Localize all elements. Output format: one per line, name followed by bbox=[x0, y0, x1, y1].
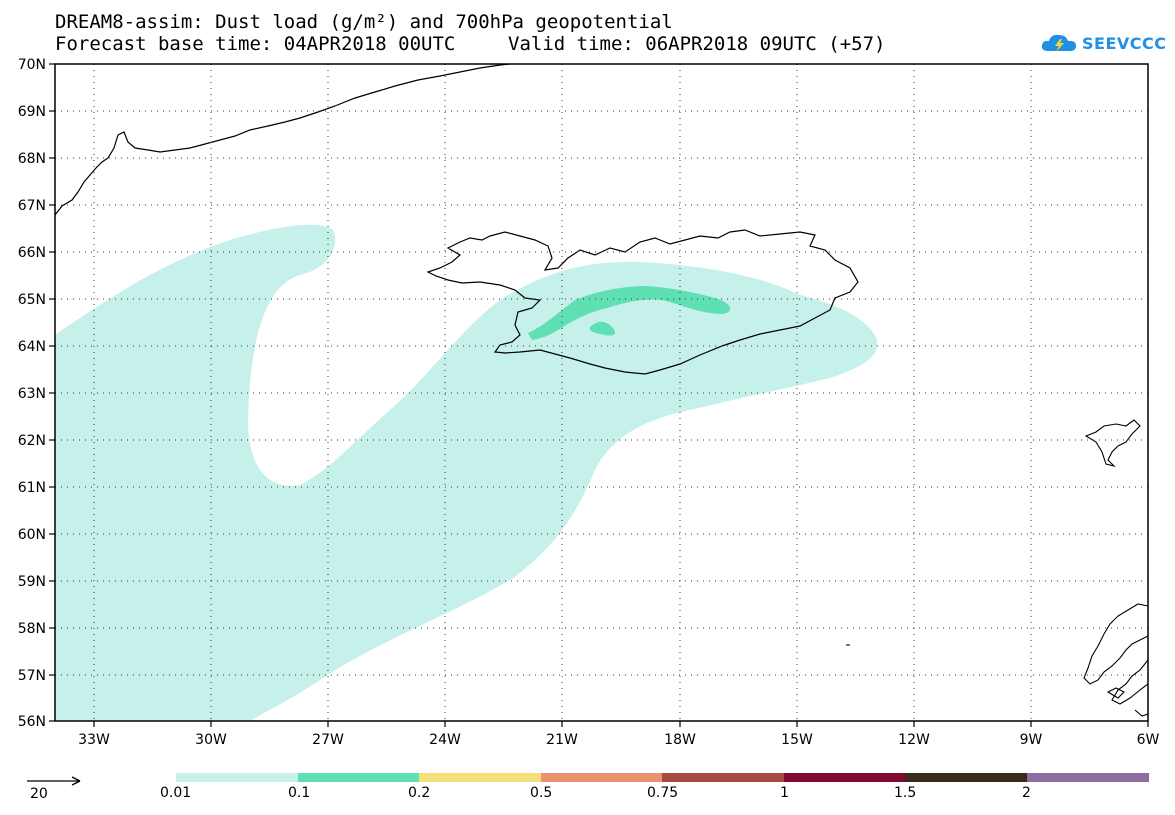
colorbar-label: 0.1 bbox=[288, 785, 311, 801]
lon-label: 21W bbox=[546, 732, 578, 748]
colorbar-bin bbox=[1027, 773, 1149, 782]
lon-label: 33W bbox=[78, 732, 110, 748]
lat-label: 63N bbox=[18, 386, 46, 402]
colorbar-label: 1 bbox=[780, 785, 789, 801]
iceland-coastline bbox=[426, 229, 859, 375]
axis-ticks bbox=[49, 63, 1149, 727]
colorbar-bin bbox=[784, 773, 905, 782]
scotland-coastline bbox=[1083, 603, 1148, 685]
lat-label: 68N bbox=[18, 151, 46, 167]
valid-time: Valid time: 06APR2018 09UTC (+57) bbox=[508, 33, 886, 55]
forecast-base-time: Forecast base time: 04APR2018 00UTC bbox=[55, 33, 456, 55]
colorbar-label: 0.75 bbox=[647, 785, 679, 801]
logo-text: SEEVCCC bbox=[1082, 33, 1167, 53]
lon-label: 9W bbox=[1020, 732, 1043, 748]
colorbar-bin bbox=[662, 773, 784, 782]
lat-label: 69N bbox=[18, 104, 46, 120]
colorbar-bin bbox=[905, 773, 1027, 782]
colorbar-label: 1.5 bbox=[894, 785, 917, 801]
lon-label: 18W bbox=[664, 732, 696, 748]
lon-label: 6W bbox=[1137, 732, 1160, 748]
colorbar-bin bbox=[541, 773, 662, 782]
lat-label: 66N bbox=[18, 245, 46, 261]
lat-label: 60N bbox=[18, 527, 46, 543]
lon-label: 27W bbox=[312, 732, 344, 748]
colorbar-bin bbox=[176, 773, 298, 782]
greenland-coastline bbox=[55, 64, 511, 216]
scotland-coastline bbox=[1134, 709, 1148, 717]
lon-label: 30W bbox=[195, 732, 227, 748]
lat-label: 61N bbox=[18, 480, 46, 496]
lat-label: 64N bbox=[18, 339, 46, 355]
lat-label: 58N bbox=[18, 621, 46, 637]
scotland-coastline bbox=[1111, 659, 1148, 705]
lat-label: 56N bbox=[18, 714, 46, 730]
lat-label: 70N bbox=[18, 57, 46, 73]
lat-label: 65N bbox=[18, 292, 46, 308]
map-title: DREAM8-assim: Dust load (g/m²) and 700hP… bbox=[55, 11, 673, 33]
reference-vector-label: 20 bbox=[30, 786, 48, 802]
dust-plume-mid bbox=[589, 321, 616, 336]
colorbar-bin bbox=[419, 773, 541, 782]
colorbar-label: 0.2 bbox=[408, 785, 431, 801]
dust-plume-low bbox=[55, 224, 878, 721]
faroe-islands bbox=[1084, 419, 1141, 468]
colorbar-bin bbox=[298, 773, 419, 782]
cloud-icon bbox=[1041, 34, 1076, 52]
graticule bbox=[55, 64, 1148, 721]
colorbar-label: 0.01 bbox=[160, 785, 192, 801]
lon-label: 12W bbox=[898, 732, 930, 748]
reference-vector: 20 bbox=[27, 776, 81, 802]
scotland-coastline bbox=[1106, 687, 1125, 699]
colorbar-label: 0.5 bbox=[530, 785, 553, 801]
lat-label: 62N bbox=[18, 433, 46, 449]
lat-label: 59N bbox=[18, 574, 46, 590]
colorbar-label: 2 bbox=[1022, 785, 1031, 801]
lat-label: 57N bbox=[18, 668, 46, 684]
lat-label: 67N bbox=[18, 198, 46, 214]
lon-label: 24W bbox=[429, 732, 461, 748]
lon-label: 15W bbox=[781, 732, 813, 748]
seevccc-logo: SEEVCCC bbox=[1040, 30, 1167, 56]
